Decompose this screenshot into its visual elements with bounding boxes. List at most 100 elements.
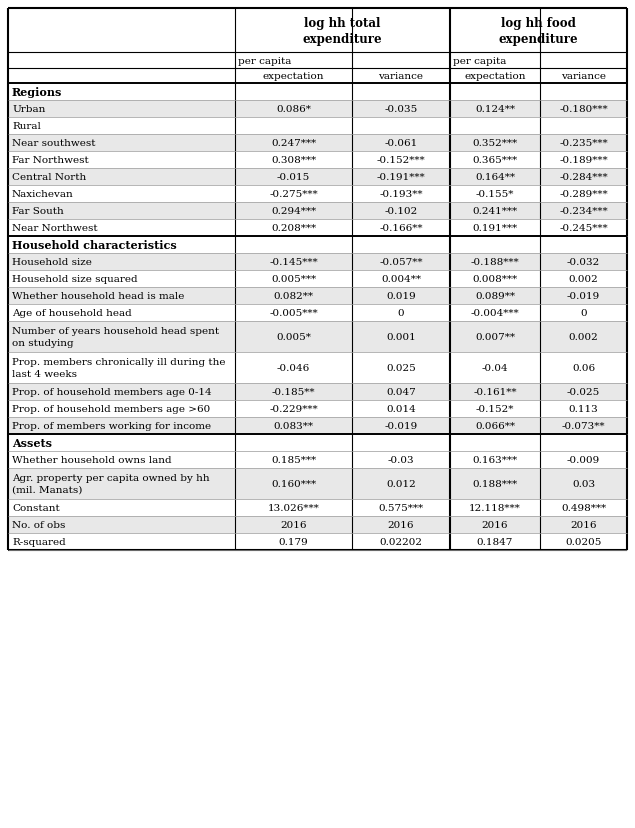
Bar [8, 305, 627, 321]
Text: 0.0205: 0.0205 [565, 537, 602, 546]
Bar [8, 9, 627, 84]
Text: 0.124**: 0.124** [475, 105, 515, 114]
Text: -0.185**: -0.185** [272, 388, 315, 397]
Text: 0.365***: 0.365*** [472, 156, 518, 165]
Text: 0.007**: 0.007** [475, 333, 515, 342]
Text: 0.188***: 0.188*** [472, 479, 518, 489]
Bar [8, 271, 627, 287]
Text: Household size: Household size [12, 258, 92, 267]
Text: Regions: Regions [12, 87, 62, 98]
Text: 0.082**: 0.082** [274, 291, 314, 301]
Bar [8, 353, 627, 383]
Bar [8, 237, 627, 253]
Text: Age of household head: Age of household head [12, 309, 131, 318]
Text: -0.015: -0.015 [277, 173, 310, 182]
Text: -0.005***: -0.005*** [269, 309, 318, 318]
Bar [8, 321, 627, 353]
Bar [8, 435, 627, 451]
Text: log hh total
expenditure: log hh total expenditure [303, 17, 382, 46]
Text: Whether household owns land: Whether household owns land [12, 455, 171, 465]
Text: 2016: 2016 [482, 520, 508, 529]
Text: -0.057**: -0.057** [379, 258, 423, 267]
Text: 0.113: 0.113 [568, 405, 598, 413]
Text: 0.1847: 0.1847 [477, 537, 513, 546]
Text: 0.03: 0.03 [572, 479, 595, 489]
Text: 0.06: 0.06 [572, 363, 595, 373]
Bar [8, 383, 627, 401]
Text: Number of years household head spent
on studying: Number of years household head spent on … [12, 327, 219, 347]
Text: 2016: 2016 [570, 520, 597, 529]
Text: 0.163***: 0.163*** [472, 455, 518, 465]
Text: 0.002: 0.002 [568, 275, 598, 284]
Text: 0.185***: 0.185*** [271, 455, 316, 465]
Bar [8, 169, 627, 185]
Text: -0.166**: -0.166** [379, 224, 423, 233]
Text: 0.160***: 0.160*** [271, 479, 316, 489]
Bar [8, 253, 627, 271]
Text: 0: 0 [398, 309, 404, 318]
Text: -0.019: -0.019 [384, 421, 418, 431]
Text: Central North: Central North [12, 173, 86, 182]
Text: per capita: per capita [238, 56, 291, 65]
Text: 0.352***: 0.352*** [472, 139, 518, 148]
Text: 2016: 2016 [388, 520, 414, 529]
Text: -0.234***: -0.234*** [559, 207, 608, 216]
Text: 0.019: 0.019 [386, 291, 416, 301]
Text: expectation: expectation [263, 72, 324, 81]
Bar [8, 219, 627, 237]
Text: 0.247***: 0.247*** [271, 139, 316, 148]
Text: Household characteristics: Household characteristics [12, 240, 177, 251]
Text: Rural: Rural [12, 122, 41, 131]
Text: -0.025: -0.025 [567, 388, 600, 397]
Text: -0.155*: -0.155* [476, 190, 514, 199]
Text: -0.152***: -0.152*** [377, 156, 425, 165]
Text: 0.191***: 0.191*** [472, 224, 518, 233]
Text: -0.188***: -0.188*** [471, 258, 519, 267]
Text: 0.047: 0.047 [386, 388, 416, 397]
Text: expectation: expectation [464, 72, 526, 81]
Text: variance: variance [378, 72, 424, 81]
Text: per capita: per capita [453, 56, 506, 65]
Bar [8, 533, 627, 551]
Text: -0.061: -0.061 [384, 139, 418, 148]
Text: -0.009: -0.009 [567, 455, 600, 465]
Text: -0.04: -0.04 [482, 363, 508, 373]
Text: Prop. of household members age >60: Prop. of household members age >60 [12, 405, 210, 413]
Text: -0.189***: -0.189*** [559, 156, 608, 165]
Text: -0.102: -0.102 [384, 207, 418, 216]
Text: 0.575***: 0.575*** [378, 503, 424, 513]
Text: -0.289***: -0.289*** [559, 190, 608, 199]
Text: -0.245***: -0.245*** [559, 224, 608, 233]
Text: -0.180***: -0.180*** [559, 105, 608, 114]
Text: 0.241***: 0.241*** [472, 207, 518, 216]
Text: -0.284***: -0.284*** [559, 173, 608, 182]
Text: -0.191***: -0.191*** [377, 173, 425, 182]
Text: -0.235***: -0.235*** [559, 139, 608, 148]
Text: 0.025: 0.025 [386, 363, 416, 373]
Text: -0.035: -0.035 [384, 105, 418, 114]
Text: -0.073**: -0.073** [562, 421, 605, 431]
Bar [8, 152, 627, 169]
Text: 0.308***: 0.308*** [271, 156, 316, 165]
Text: -0.004***: -0.004*** [471, 309, 519, 318]
Text: 0.179: 0.179 [279, 537, 309, 546]
Bar [8, 135, 627, 152]
Text: -0.152*: -0.152* [476, 405, 514, 413]
Text: 0.498***: 0.498*** [561, 503, 606, 513]
Text: Prop. of household members age 0-14: Prop. of household members age 0-14 [12, 388, 211, 397]
Text: 0.014: 0.014 [386, 405, 416, 413]
Text: No. of obs: No. of obs [12, 520, 65, 529]
Text: -0.019: -0.019 [567, 291, 600, 301]
Bar [8, 499, 627, 517]
Text: -0.046: -0.046 [277, 363, 310, 373]
Bar [8, 417, 627, 435]
Text: Prop. of members working for income: Prop. of members working for income [12, 421, 211, 431]
Text: 0.086*: 0.086* [276, 105, 311, 114]
Text: 0.002: 0.002 [568, 333, 598, 342]
Bar [8, 101, 627, 118]
Text: Naxichevan: Naxichevan [12, 190, 74, 199]
Text: 0.012: 0.012 [386, 479, 416, 489]
Text: -0.275***: -0.275*** [269, 190, 318, 199]
Bar [8, 118, 627, 135]
Text: 0.001: 0.001 [386, 333, 416, 342]
